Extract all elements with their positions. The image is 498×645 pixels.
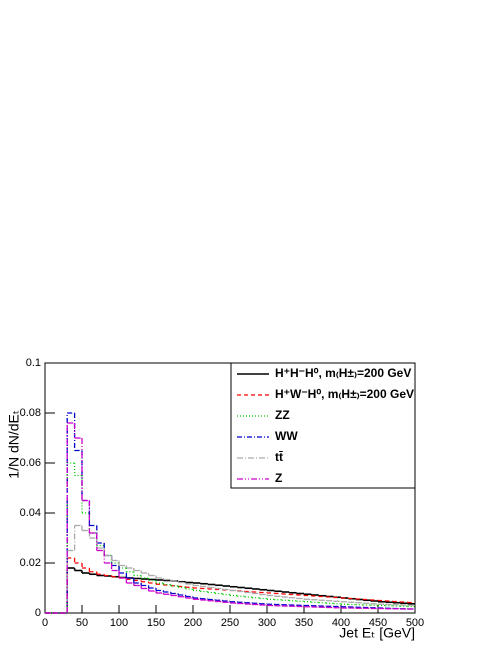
y-tick-label: 0.02 (20, 557, 41, 569)
legend-label: tt̄ (275, 450, 283, 464)
legend-label: H⁺H⁻H⁰, m₍H±₎=200 GeV (275, 366, 411, 380)
y-tick-label: 0.08 (20, 407, 41, 419)
x-tick-label: 500 (406, 617, 424, 629)
x-tick-label: 50 (76, 617, 88, 629)
x-tick-label: 200 (184, 617, 202, 629)
legend-box (230, 362, 416, 489)
legend-label: WW (275, 429, 298, 443)
x-tick-label: 450 (369, 617, 387, 629)
legend-label: Z (275, 471, 282, 485)
x-tick-label: 400 (332, 617, 350, 629)
x-axis-title: Jet Eₜ [GeV] (339, 625, 415, 641)
y-tick-label: 0.04 (20, 507, 41, 519)
x-tick-label: 150 (147, 617, 165, 629)
x-tick-label: 300 (258, 617, 276, 629)
x-tick-label: 100 (110, 617, 128, 629)
y-tick-label: 0.1 (26, 357, 41, 369)
x-tick-label: 350 (295, 617, 313, 629)
y-tick-label: 0.06 (20, 457, 41, 469)
legend-label: H⁺W⁻H⁰, m₍H±₎=200 GeV (275, 387, 414, 401)
x-tick-label: 250 (221, 617, 239, 629)
y-axis-title: 1/N dN/dEₜ (6, 410, 22, 479)
legend-label: ZZ (275, 408, 290, 422)
x-tick-label: 0 (42, 617, 48, 629)
y-tick-label: 0 (35, 607, 41, 619)
